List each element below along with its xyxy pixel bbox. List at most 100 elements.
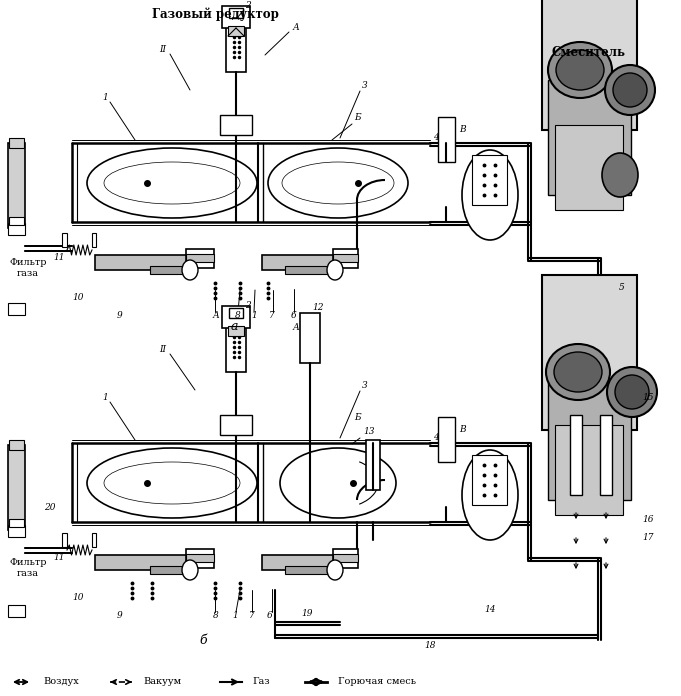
Bar — [333, 254, 358, 262]
Text: 7: 7 — [269, 312, 275, 320]
Text: 6: 6 — [291, 312, 297, 320]
Bar — [9, 138, 24, 148]
Text: 12: 12 — [313, 303, 323, 313]
Bar — [222, 306, 250, 328]
Text: В: В — [459, 125, 465, 134]
Text: 19: 19 — [301, 610, 313, 619]
Bar — [186, 249, 214, 268]
Bar — [542, 275, 637, 430]
Bar — [9, 440, 24, 450]
Text: 9: 9 — [117, 610, 123, 619]
Text: II: II — [159, 45, 166, 54]
Ellipse shape — [554, 352, 602, 392]
Bar — [92, 533, 96, 547]
Text: Газовый редуктор: Газовый редуктор — [152, 7, 279, 21]
Ellipse shape — [327, 260, 343, 280]
Bar — [9, 519, 24, 527]
Text: 1: 1 — [102, 393, 108, 402]
Text: 2: 2 — [245, 301, 251, 310]
Text: Фильтр
газа: Фильтр газа — [10, 258, 47, 278]
Ellipse shape — [104, 462, 240, 504]
Text: а: а — [230, 320, 238, 333]
Bar — [95, 255, 190, 270]
Bar — [226, 320, 246, 372]
Bar — [220, 115, 252, 135]
Bar — [472, 155, 507, 205]
Bar — [95, 555, 190, 570]
Bar — [8, 445, 25, 530]
Text: 13: 13 — [363, 427, 375, 436]
Bar — [262, 555, 337, 570]
Bar — [333, 554, 358, 562]
Text: б: б — [199, 633, 207, 647]
Text: Б: Б — [353, 413, 360, 422]
Text: 18: 18 — [424, 640, 436, 649]
Ellipse shape — [602, 153, 638, 197]
Text: 1: 1 — [232, 612, 238, 621]
Bar — [285, 566, 330, 574]
Bar — [300, 313, 320, 363]
Text: II: II — [159, 345, 166, 354]
Text: 6: 6 — [267, 612, 273, 621]
Text: Смеситель: Смеситель — [551, 45, 625, 58]
Text: 20: 20 — [44, 503, 56, 512]
Bar — [570, 415, 582, 495]
Bar — [8, 303, 25, 315]
Text: В: В — [459, 425, 465, 434]
Bar — [62, 233, 67, 247]
Text: 16: 16 — [642, 516, 654, 525]
Text: Горючая смесь: Горючая смесь — [338, 677, 416, 686]
Bar — [150, 566, 190, 574]
Bar — [222, 6, 250, 28]
Bar — [285, 266, 330, 274]
Bar — [186, 554, 214, 562]
Bar — [548, 380, 631, 500]
Text: Вакуум: Вакуум — [143, 677, 181, 686]
Text: 3: 3 — [362, 81, 368, 90]
Bar — [438, 417, 455, 462]
Ellipse shape — [556, 50, 604, 90]
Ellipse shape — [104, 162, 240, 204]
Bar — [333, 249, 358, 268]
Bar — [226, 20, 246, 72]
Text: 7: 7 — [249, 612, 255, 621]
Text: 11: 11 — [53, 553, 65, 562]
Text: 1: 1 — [102, 93, 108, 102]
Bar — [438, 117, 455, 162]
Ellipse shape — [546, 344, 610, 400]
Bar — [366, 440, 380, 490]
Bar — [333, 549, 358, 568]
Text: 17: 17 — [642, 534, 654, 542]
Bar — [548, 80, 631, 195]
Bar — [8, 143, 25, 228]
Ellipse shape — [182, 260, 198, 280]
Ellipse shape — [615, 375, 649, 409]
Bar — [186, 549, 214, 568]
Bar — [8, 605, 25, 617]
Ellipse shape — [613, 73, 647, 107]
Bar — [228, 326, 244, 336]
Text: Газ: Газ — [252, 677, 270, 686]
Text: 4: 4 — [433, 432, 439, 441]
Ellipse shape — [327, 560, 343, 580]
Bar — [92, 233, 96, 247]
Bar — [229, 308, 243, 318]
Bar — [262, 255, 337, 270]
Text: 14: 14 — [484, 606, 496, 615]
Text: А: А — [293, 324, 300, 333]
Ellipse shape — [282, 162, 394, 204]
Bar — [228, 26, 244, 36]
Text: 5: 5 — [619, 283, 625, 292]
Bar — [555, 425, 623, 515]
Bar — [229, 8, 243, 18]
Text: 10: 10 — [72, 292, 84, 301]
Text: Фильтр
газа: Фильтр газа — [10, 558, 47, 578]
Ellipse shape — [605, 65, 655, 115]
Ellipse shape — [182, 560, 198, 580]
Text: А: А — [293, 24, 300, 33]
Text: 3: 3 — [362, 381, 368, 390]
Text: А: А — [212, 312, 219, 320]
Bar — [9, 217, 24, 225]
Text: 2: 2 — [245, 1, 251, 10]
Ellipse shape — [280, 448, 396, 518]
